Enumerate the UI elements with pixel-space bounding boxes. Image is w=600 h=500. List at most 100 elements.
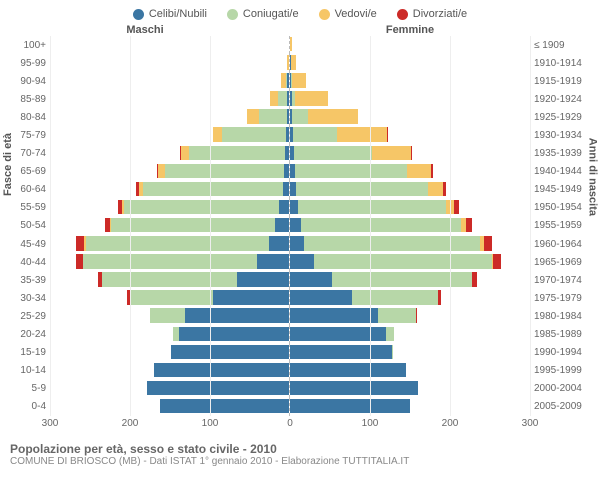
segment	[278, 91, 288, 105]
birthyear-label: 1965-1969	[534, 253, 600, 271]
male-bar	[50, 126, 290, 144]
gridline	[450, 36, 451, 416]
male-bar	[50, 181, 290, 199]
birthyear-label: ≤ 1909	[534, 36, 600, 54]
segment	[287, 55, 289, 69]
segment	[378, 308, 416, 322]
xtick: 100	[202, 418, 219, 429]
age-label: 10-14	[0, 362, 46, 380]
female-bar	[290, 344, 530, 362]
legend-label: Coniugati/e	[243, 8, 299, 20]
segment	[294, 146, 372, 160]
segment	[285, 146, 289, 160]
segment	[472, 272, 477, 286]
pyramid-row	[50, 235, 530, 253]
segment	[284, 164, 289, 178]
birthyear-label: 1990-1994	[534, 344, 600, 362]
legend-swatch	[319, 9, 330, 20]
segment	[181, 146, 189, 160]
female-bar	[290, 145, 530, 163]
segment	[372, 146, 410, 160]
xtick: 0	[287, 418, 293, 429]
gridline	[50, 36, 51, 416]
male-bar	[50, 72, 290, 90]
female-bar	[290, 380, 530, 398]
segment	[275, 218, 289, 232]
pyramid-row	[50, 380, 530, 398]
female-bar	[290, 398, 530, 416]
age-label: 0-4	[0, 398, 46, 416]
age-label: 25-29	[0, 307, 46, 325]
female-bar	[290, 108, 530, 126]
male-bar	[50, 145, 290, 163]
age-label: 35-39	[0, 271, 46, 289]
segment	[102, 272, 237, 286]
segment	[287, 73, 289, 87]
segment	[454, 200, 459, 214]
pyramid-row	[50, 271, 530, 289]
segment	[247, 109, 259, 123]
pyramid-row	[50, 72, 530, 90]
female-bar	[290, 36, 530, 54]
female-bar	[290, 362, 530, 380]
male-bar	[50, 398, 290, 416]
segment	[147, 381, 289, 395]
segment	[416, 308, 417, 322]
segment	[291, 55, 296, 69]
female-bar	[290, 72, 530, 90]
legend-label: Celibi/Nubili	[149, 8, 207, 20]
age-label: 45-49	[0, 235, 46, 253]
segment	[304, 236, 480, 250]
pyramid-row	[50, 36, 530, 54]
pyramid-row	[50, 90, 530, 108]
age-label: 20-24	[0, 326, 46, 344]
birthyear-label: 1920-1924	[534, 90, 600, 108]
female-bar	[290, 289, 530, 307]
pyramid-row	[50, 289, 530, 307]
male-bar	[50, 108, 290, 126]
age-label: 40-44	[0, 253, 46, 271]
male-bar	[50, 326, 290, 344]
female-bar	[290, 271, 530, 289]
segment	[290, 37, 292, 51]
birthyear-label: 2005-2009	[534, 398, 600, 416]
birthyear-label: 1955-1959	[534, 217, 600, 235]
segment	[290, 381, 418, 395]
female-bar	[290, 181, 530, 199]
segment	[443, 182, 446, 196]
segment	[237, 272, 289, 286]
segment	[279, 200, 289, 214]
pyramid-row	[50, 362, 530, 380]
segment	[222, 127, 286, 141]
segment	[386, 327, 394, 341]
segment	[411, 146, 413, 160]
segment	[283, 182, 289, 196]
pyramid-row	[50, 181, 530, 199]
gridline	[370, 36, 371, 416]
segment	[293, 127, 337, 141]
segment	[387, 127, 388, 141]
male-bar	[50, 217, 290, 235]
birthyear-label: 1960-1964	[534, 235, 600, 253]
segment	[290, 308, 378, 322]
age-label: 15-19	[0, 344, 46, 362]
xtick: 300	[42, 418, 59, 429]
segment	[290, 399, 410, 413]
legend-item: Celibi/Nubili	[133, 8, 207, 20]
segment	[466, 218, 472, 232]
male-bar	[50, 307, 290, 325]
xtick: 100	[362, 418, 379, 429]
legend-item: Coniugati/e	[227, 8, 299, 20]
pyramid-row	[50, 307, 530, 325]
column-headers: Maschi Femmine	[0, 24, 600, 36]
xaxis: 3002001000100200300	[50, 416, 530, 438]
segment	[124, 200, 279, 214]
segment	[295, 164, 407, 178]
birthyear-label: 1985-1989	[534, 326, 600, 344]
birthyear-label: 1995-1999	[534, 362, 600, 380]
segment	[292, 109, 308, 123]
segment	[290, 236, 304, 250]
segment	[270, 91, 278, 105]
chart-area: Fasce di età Anni di nascita 100+95-9990…	[0, 36, 600, 416]
xtick: 300	[522, 418, 539, 429]
